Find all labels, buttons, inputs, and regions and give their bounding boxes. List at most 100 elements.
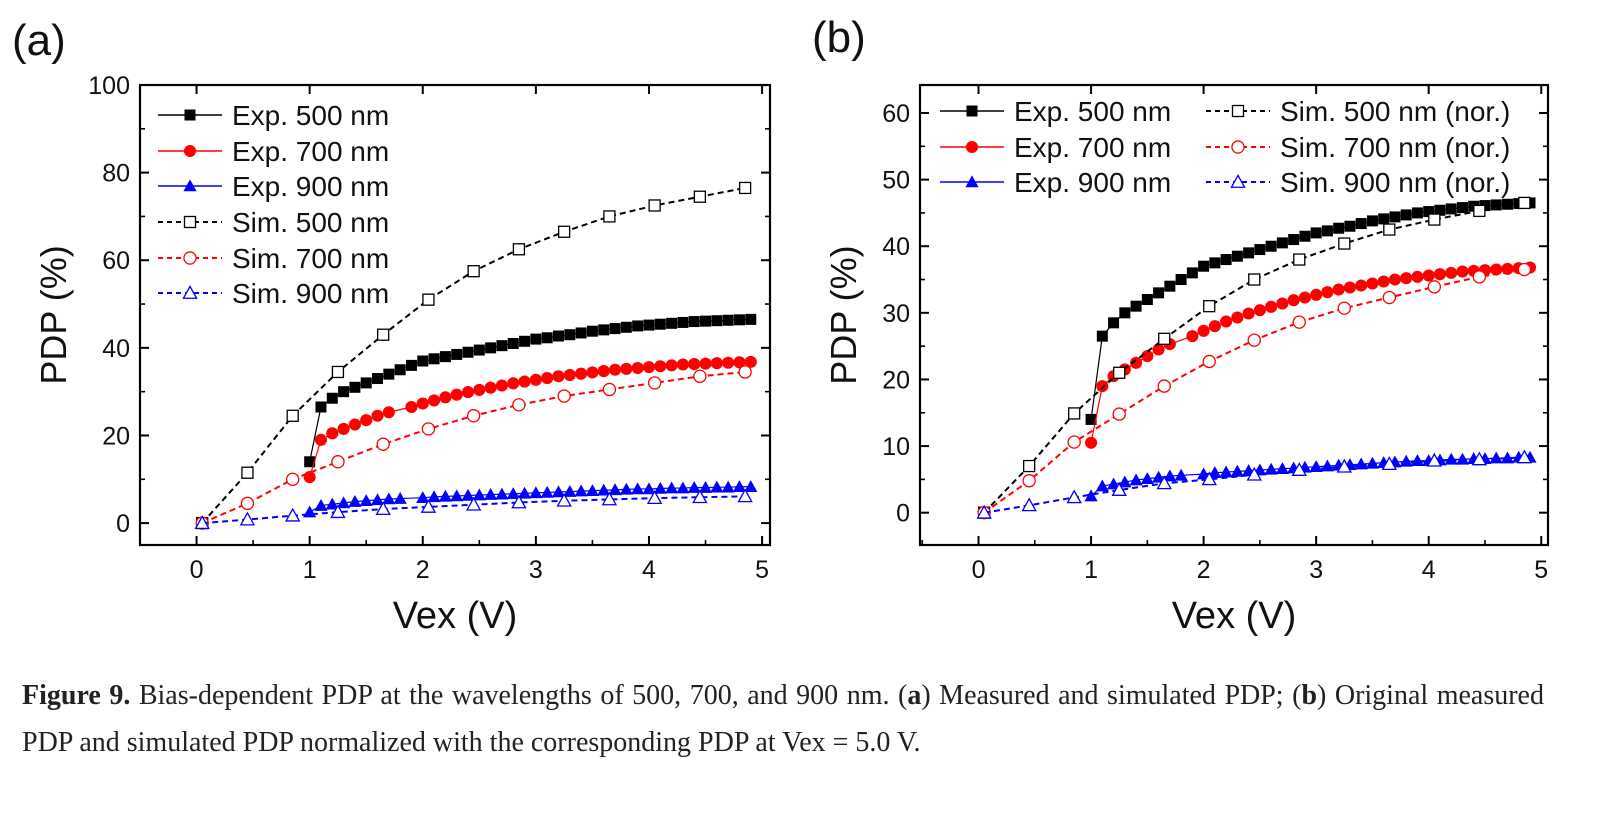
data-point	[1299, 230, 1311, 242]
legend-label: Sim. 900 nm (nor.)	[1280, 167, 1510, 198]
data-point	[1231, 311, 1244, 324]
data-point	[1428, 213, 1441, 226]
data-point	[676, 358, 689, 371]
data-point	[462, 346, 474, 358]
panel-label: (b)	[812, 13, 866, 62]
data-point	[518, 375, 531, 388]
data-point	[484, 488, 498, 500]
data-point	[733, 356, 746, 369]
legend-label: Exp. 900 nm	[232, 171, 389, 202]
y-tick-label: 80	[102, 160, 130, 188]
data-point	[394, 364, 406, 376]
x-tick-label: 2	[416, 556, 430, 584]
data-point	[1427, 280, 1442, 294]
data-point	[1471, 451, 1488, 466]
series-exp-700-nm	[1085, 261, 1537, 449]
data-point	[461, 386, 475, 399]
series-sim-900-nm	[194, 488, 753, 530]
series-exp-900-nm	[1084, 450, 1537, 502]
data-point	[1517, 262, 1532, 277]
legend-label: Sim. 700 nm (nor.)	[1280, 132, 1510, 163]
data-point	[1287, 294, 1300, 307]
data-point	[1246, 466, 1262, 481]
legend-item: Exp. 500 nm	[940, 96, 1171, 127]
data-point	[738, 181, 752, 195]
legend-item: Exp. 700 nm	[158, 136, 389, 167]
legend-label: Exp. 700 nm	[232, 136, 389, 167]
data-point	[648, 199, 661, 212]
data-point	[700, 315, 712, 327]
data-point	[286, 409, 299, 422]
y-tick-label: 0	[116, 510, 130, 538]
data-point	[540, 485, 554, 498]
legend-label: Exp. 500 nm	[232, 100, 389, 131]
y-tick-label: 60	[882, 100, 910, 128]
data-point	[1113, 366, 1126, 379]
legend-item: Sim. 700 nm (nor.)	[1206, 132, 1510, 163]
data-point	[304, 456, 316, 468]
data-point	[512, 398, 526, 412]
data-point	[439, 391, 452, 404]
data-point	[698, 481, 713, 493]
data-point	[466, 409, 481, 423]
series-sim-500-nm-nor	[978, 196, 1531, 519]
caption-label: Figure 9.	[22, 680, 131, 711]
data-point	[575, 327, 587, 339]
x-axis-label: Vex (V)	[393, 595, 518, 637]
data-point	[331, 365, 345, 379]
data-point	[586, 325, 598, 337]
data-point	[1186, 267, 1198, 279]
data-point	[450, 489, 464, 502]
legend-item: Sim. 500 nm	[158, 207, 389, 238]
x-tick-label: 5	[755, 556, 769, 584]
data-point	[1253, 304, 1266, 317]
plot-frame	[918, 83, 1550, 547]
data-point	[507, 377, 520, 390]
data-point	[556, 492, 572, 507]
data-point	[1242, 307, 1255, 320]
data-point	[693, 190, 707, 203]
data-point	[360, 377, 372, 389]
x-axis-label: Vex (V)	[1172, 595, 1297, 637]
x-tick-label: 1	[1084, 556, 1098, 584]
data-point	[1265, 300, 1278, 313]
data-point	[1389, 211, 1401, 223]
x-tick-label: 4	[642, 556, 656, 584]
data-point	[1337, 301, 1351, 315]
data-point	[1291, 462, 1307, 476]
data-point	[285, 472, 300, 486]
data-point	[1382, 290, 1397, 305]
data-point	[375, 501, 391, 516]
data-point	[1489, 451, 1503, 464]
data-point	[359, 494, 373, 507]
caption-text-2: ) Measured and simulated PDP; (	[921, 680, 1302, 711]
data-point	[529, 486, 543, 499]
data-point	[1343, 281, 1356, 294]
x-tick-label: 1	[303, 556, 317, 584]
data-point	[732, 480, 747, 493]
data-point	[1153, 287, 1165, 299]
x-tick-label: 0	[972, 556, 986, 584]
data-point	[1333, 222, 1345, 234]
y-tick-label: 20	[882, 366, 910, 394]
data-point	[1377, 275, 1390, 288]
x-tick-label: 0	[190, 556, 204, 584]
data-point	[530, 333, 542, 345]
data-point	[1231, 250, 1243, 262]
legend-label: Exp. 900 nm	[1014, 167, 1171, 198]
legend-label: Sim. 900 nm	[232, 278, 389, 309]
data-point	[315, 401, 327, 413]
data-point	[631, 482, 645, 495]
data-point	[1197, 324, 1210, 337]
panel-a-chart: (a) 0 1 2 3 4 5 0 20 40 60 80 100 Vex (V) PDP (%) Exp. …	[12, 16, 772, 637]
data-point	[428, 353, 440, 365]
data-point	[1118, 475, 1132, 488]
data-point	[1067, 435, 1081, 449]
data-point	[745, 313, 757, 325]
data-point	[711, 315, 723, 327]
data-point	[646, 490, 663, 505]
data-point	[603, 210, 616, 223]
data-point	[1201, 471, 1217, 486]
data-point	[574, 484, 588, 497]
legend-marker	[965, 175, 979, 188]
